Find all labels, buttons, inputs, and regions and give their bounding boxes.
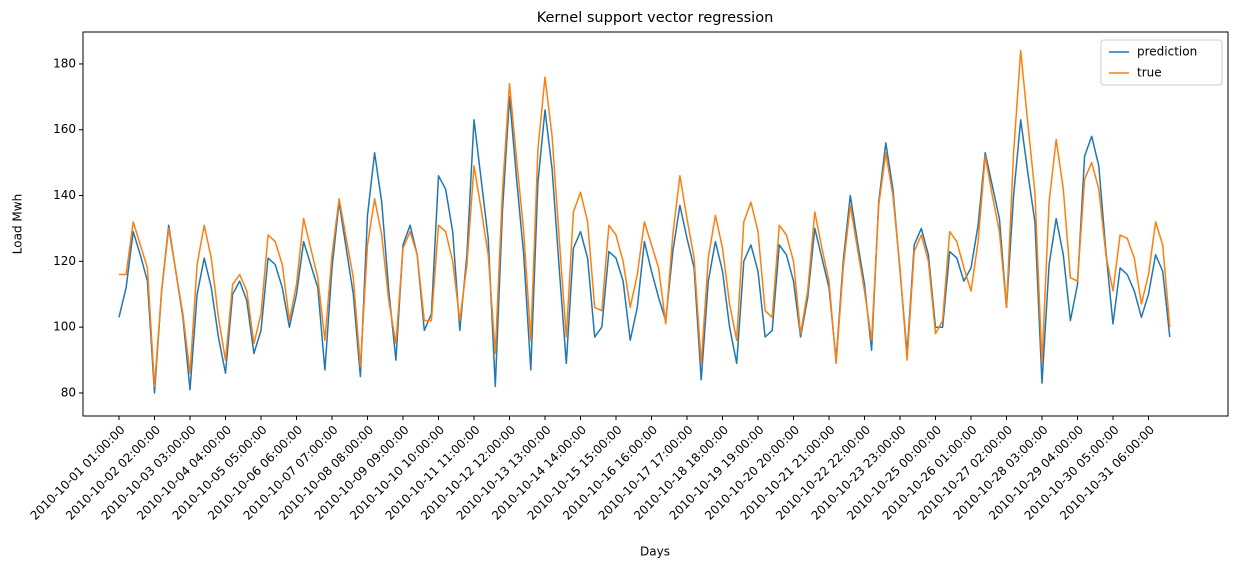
series-line xyxy=(118,96,1171,394)
x-axis-label: Days xyxy=(640,545,670,559)
chart-title: Kernel support vector regression xyxy=(537,10,774,26)
legend-box xyxy=(1100,39,1223,86)
y-tick-label: 80 xyxy=(61,385,76,399)
legend-label: true xyxy=(1137,66,1162,80)
y-tick-label: 140 xyxy=(53,188,76,202)
y-tick-label: 100 xyxy=(53,320,76,334)
series-line xyxy=(119,50,1171,388)
y-axis-label: Load Mwh xyxy=(11,194,25,254)
y-tick-label: 160 xyxy=(53,122,76,136)
y-tick-label: 180 xyxy=(53,56,76,70)
plot-frame xyxy=(82,31,1229,417)
y-tick-label: 120 xyxy=(53,254,76,268)
legend-label: prediction xyxy=(1137,45,1197,59)
